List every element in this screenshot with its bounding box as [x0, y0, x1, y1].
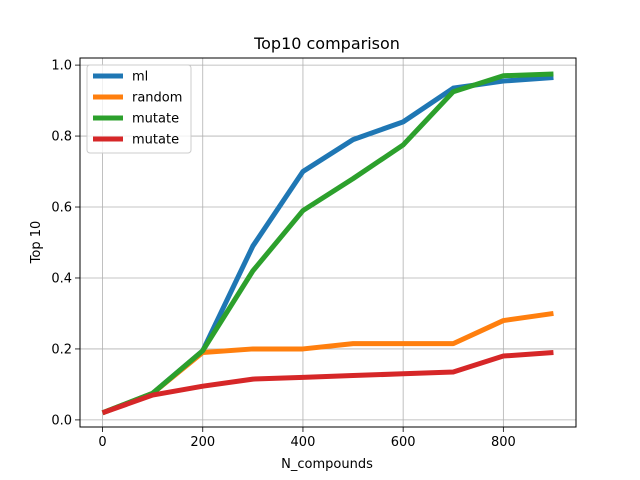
chart-title: Top10 comparison [253, 34, 400, 53]
series-line-2 [101, 71, 554, 416]
legend-label-3: mutate [132, 133, 179, 148]
y-axis-ticks: 0.0 0.2 0.4 0.6 0.8 1.0 [51, 59, 80, 428]
y-tick-label: 0.2 [51, 342, 72, 357]
y-tick-label: 0.4 [51, 271, 72, 286]
y-axis-label: Top 10 [29, 221, 44, 265]
legend-label-1: random [132, 91, 182, 106]
y-tick-label: 1.0 [51, 59, 72, 74]
series-lines [101, 71, 554, 416]
x-tick-label: 200 [190, 435, 215, 450]
y-tick-label: 0.0 [51, 413, 72, 428]
x-tick-label: 600 [391, 435, 416, 450]
x-axis-ticks: 0 200 400 600 800 [98, 427, 516, 450]
y-tick-label: 0.6 [51, 201, 72, 216]
plot-frame [79, 57, 577, 428]
x-tick-label: 0 [98, 435, 106, 450]
x-tick-label: 400 [291, 435, 316, 450]
legend-label-2: mutate [132, 112, 179, 127]
legend: ml random mutate mutate [86, 64, 192, 154]
legend-box [86, 64, 192, 154]
grid [80, 58, 576, 427]
series-line-3 [101, 349, 554, 416]
y-tick-label: 0.8 [51, 130, 72, 145]
x-axis-label: N_compounds [281, 457, 373, 472]
x-tick-label: 800 [491, 435, 516, 450]
legend-label-0: ml [132, 70, 148, 85]
